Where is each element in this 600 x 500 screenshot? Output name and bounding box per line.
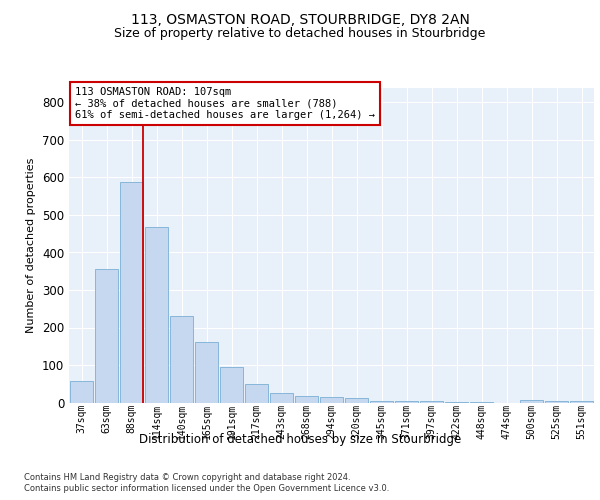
Bar [95,270,118,402]
Bar [70,381,93,402]
Text: 113, OSMASTON ROAD, STOURBRIDGE, DY8 2AN: 113, OSMASTON ROAD, STOURBRIDGE, DY8 2AN [131,12,469,26]
Y-axis label: Number of detached properties: Number of detached properties [26,158,37,332]
Bar [170,316,193,402]
Bar [345,398,368,402]
Text: Contains HM Land Registry data © Crown copyright and database right 2024.: Contains HM Land Registry data © Crown c… [24,472,350,482]
Text: Contains public sector information licensed under the Open Government Licence v3: Contains public sector information licen… [24,484,389,493]
Bar [195,342,218,402]
Bar [220,367,243,402]
Bar [295,396,318,402]
Bar [320,397,343,402]
Bar [120,182,143,402]
Bar [570,401,593,402]
Bar [270,393,293,402]
Bar [245,384,268,402]
Text: Distribution of detached houses by size in Stourbridge: Distribution of detached houses by size … [139,432,461,446]
Text: Size of property relative to detached houses in Stourbridge: Size of property relative to detached ho… [115,28,485,40]
Bar [520,400,543,402]
Bar [545,400,568,402]
Bar [370,401,393,402]
Bar [145,227,168,402]
Text: 113 OSMASTON ROAD: 107sqm
← 38% of detached houses are smaller (788)
61% of semi: 113 OSMASTON ROAD: 107sqm ← 38% of detac… [75,86,375,120]
